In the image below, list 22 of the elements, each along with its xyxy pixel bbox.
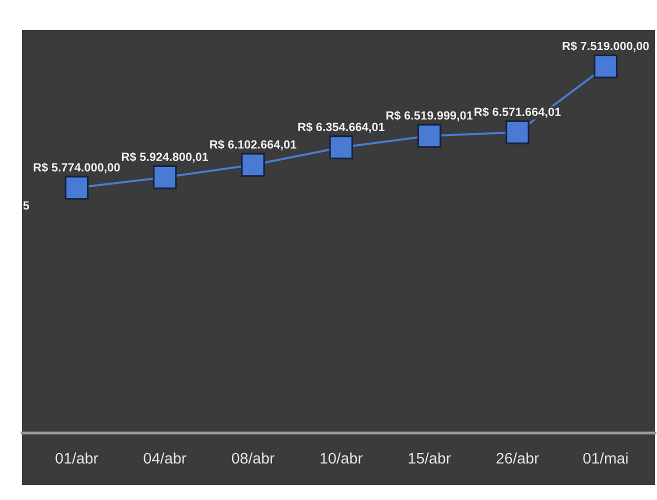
x-tick-label: 04/abr	[144, 452, 186, 464]
data-label: R$ 6.102.664,01	[210, 140, 296, 150]
point	[329, 135, 354, 160]
x-tick-label: 08/abr	[232, 452, 274, 464]
point	[594, 54, 618, 78]
point	[506, 120, 530, 144]
x-tick-label: 10/abr	[320, 452, 363, 464]
point	[64, 176, 89, 200]
data-label: R$ 5.924.800,01	[122, 152, 208, 163]
data-label: R$ 6.354.664,01	[298, 122, 384, 133]
x-tick-label: 15/abr	[408, 452, 451, 464]
x-tick-label: 26/abr	[496, 452, 539, 464]
text: 5	[23, 201, 30, 210]
data-label: R$ 6.519.999,01	[386, 110, 473, 122]
x-tick-label: 01/abr	[56, 452, 98, 464]
x-tick-label: 01/mai	[583, 452, 628, 464]
point	[417, 124, 442, 148]
data-label: R$ 7.519.000,00	[562, 41, 649, 52]
point	[241, 152, 265, 177]
point	[152, 165, 177, 190]
data-label: R$ 5.774.000,00	[34, 162, 120, 174]
data-label: R$ 6.571.664,01	[474, 107, 561, 118]
